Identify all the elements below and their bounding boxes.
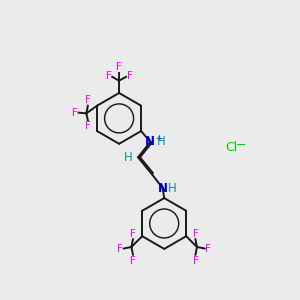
Text: F: F (106, 71, 111, 81)
Text: F: F (116, 62, 122, 72)
Text: +: + (155, 134, 163, 143)
Text: F: F (127, 71, 133, 81)
Text: F: F (206, 244, 211, 254)
Text: F: F (130, 256, 136, 266)
Text: H: H (157, 135, 165, 148)
Text: Cl: Cl (225, 141, 238, 154)
Text: H: H (124, 151, 133, 164)
Text: F: F (130, 229, 136, 238)
Text: −: − (236, 139, 247, 152)
Text: H: H (168, 182, 177, 195)
Text: F: F (193, 256, 198, 266)
Text: F: F (85, 121, 91, 131)
Text: F: F (117, 244, 123, 254)
Text: F: F (72, 108, 78, 118)
Text: N: N (145, 135, 155, 148)
Text: N: N (158, 182, 168, 195)
Text: F: F (85, 95, 91, 105)
Text: F: F (193, 229, 198, 238)
